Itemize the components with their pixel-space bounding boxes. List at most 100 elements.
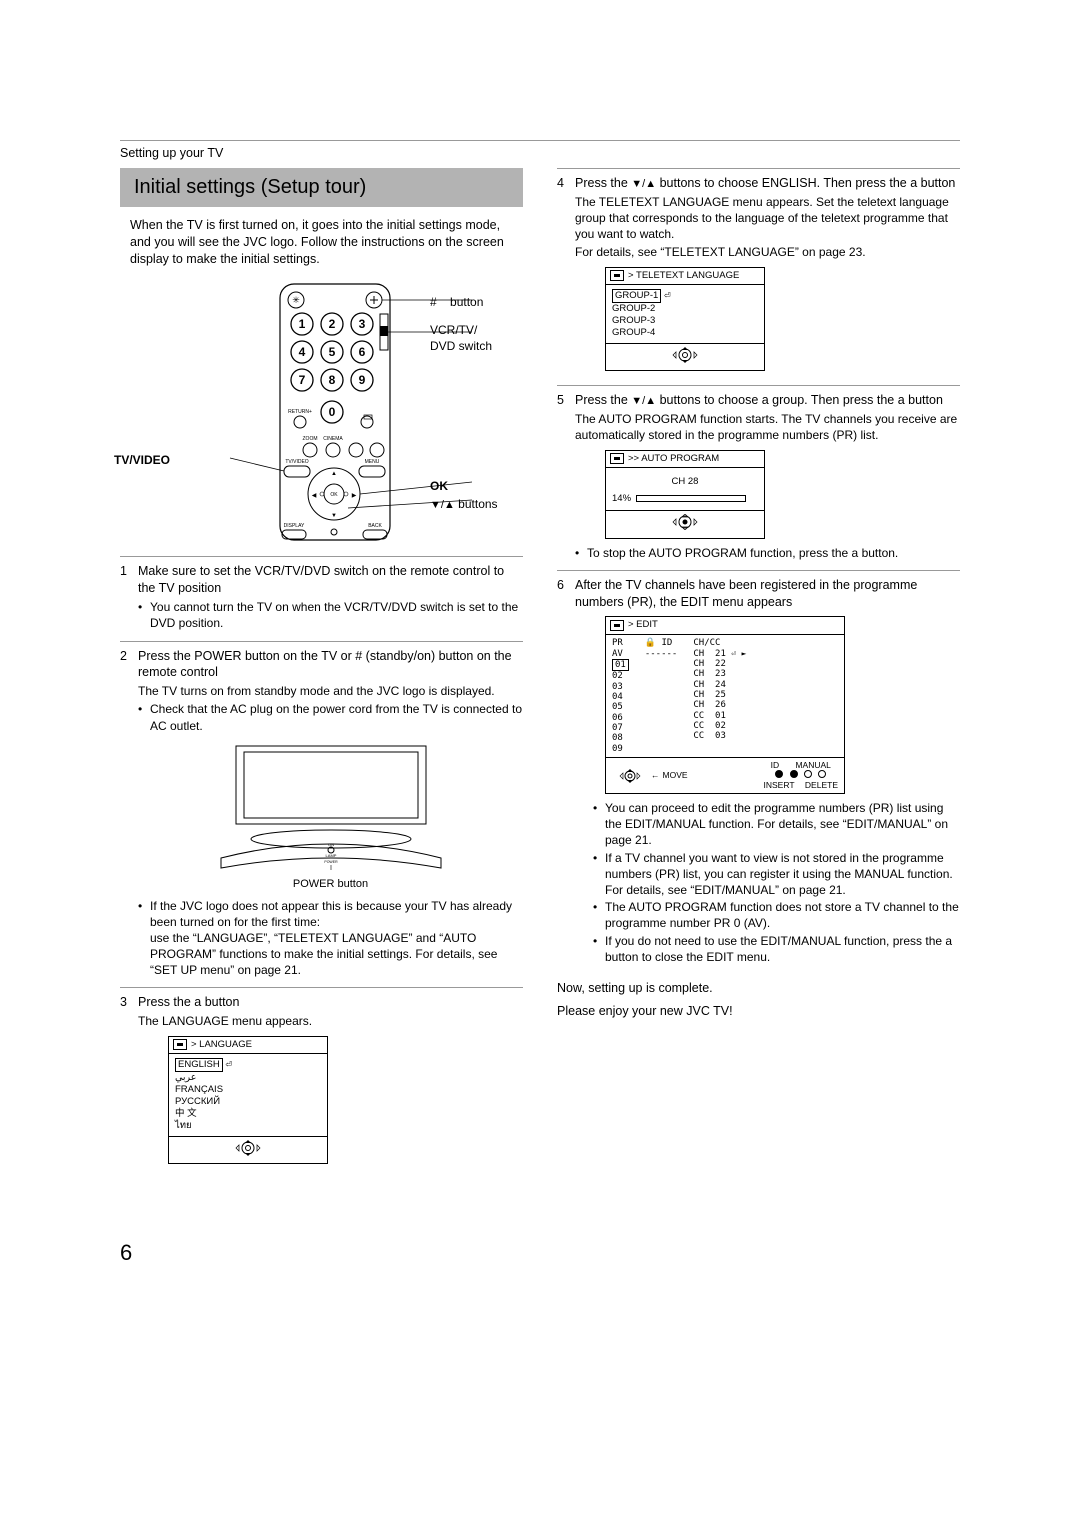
svg-text:◀: ◀ bbox=[311, 493, 316, 499]
osd-insert-label: INSERT bbox=[764, 780, 795, 790]
osd-id-label: ID bbox=[771, 760, 780, 770]
closing-line1: Now, setting up is complete. bbox=[557, 980, 960, 997]
svg-text:CINEMA: CINEMA bbox=[323, 436, 343, 442]
osd-autoprogram: >> AUTO PROGRAM CH 28 14% bbox=[605, 450, 765, 539]
remote-svg: ✳ 1 2 3 4 5 6 7 8 9 0 RETURN+ ZOOM CINEMA bbox=[172, 282, 472, 542]
osd-edit: > EDIT PRAV010203040506070809🔒 ID------ … bbox=[605, 616, 845, 794]
svg-text:9: 9 bbox=[358, 373, 365, 387]
svg-text:MENU: MENU bbox=[364, 459, 379, 465]
osd-nav bbox=[606, 343, 764, 371]
step-6: 6 After the TV channels have been regist… bbox=[557, 570, 960, 974]
svg-text:2: 2 bbox=[328, 317, 335, 331]
svg-text:✳: ✳ bbox=[292, 295, 300, 305]
osd-group-list: GROUP-1 ⏎GROUP-2GROUP-3GROUP-4 bbox=[606, 285, 764, 343]
svg-text:▲: ▲ bbox=[331, 471, 337, 477]
osd-move-label: MOVE bbox=[663, 770, 688, 781]
svg-text:1: 1 bbox=[298, 317, 305, 331]
svg-text:DISPLAY: DISPLAY bbox=[283, 523, 304, 529]
osd-autoprogram-title: >> AUTO PROGRAM bbox=[628, 453, 719, 466]
tv-figure: ON LAMP POWER POWER button bbox=[138, 740, 523, 892]
hash-symbol: # bbox=[430, 295, 437, 309]
svg-text:▶: ▶ bbox=[351, 493, 356, 499]
updown-icon bbox=[430, 497, 455, 511]
osd-ch-label: CH 28 bbox=[612, 476, 758, 489]
step3-head: Press the a button bbox=[138, 994, 523, 1011]
osd-language-title: > LANGUAGE bbox=[191, 1039, 252, 1052]
svg-text:BACK: BACK bbox=[368, 523, 382, 529]
step1-bullet1: You cannot turn the TV on when the VCR/T… bbox=[150, 599, 523, 631]
step5-head: Press the buttons to choose a group. The… bbox=[575, 392, 960, 409]
svg-text:RETURN+: RETURN+ bbox=[288, 409, 312, 415]
step-number: 3 bbox=[120, 994, 138, 1170]
osd-edit-footer: ←MOVE ID MANUAL bbox=[606, 757, 844, 793]
osd-teletext: > TELETEXT LANGUAGE GROUP-1 ⏎GROUP-2GROU… bbox=[605, 267, 765, 372]
step4-sub2: For details, see “TELETEXT LANGUAGE” on … bbox=[575, 244, 960, 260]
svg-text:ON: ON bbox=[328, 842, 334, 847]
osd-language-list: ENGLISH ⏎عربيFRANÇAISРУССКИЙ中 文ไทย bbox=[169, 1054, 327, 1135]
osd-nav bbox=[169, 1136, 327, 1164]
svg-text:8: 8 bbox=[328, 373, 335, 387]
svg-text:POWER: POWER bbox=[324, 860, 338, 864]
svg-text:TV/VIDEO: TV/VIDEO bbox=[285, 459, 308, 465]
step1-head: Make sure to set the VCR/TV/DVD switch o… bbox=[138, 563, 523, 597]
osd-manual-label: MANUAL bbox=[795, 760, 830, 770]
progress-bar bbox=[636, 495, 746, 502]
step2-head: Press the POWER button on the TV or # (s… bbox=[138, 648, 523, 682]
section-header: Setting up your TV bbox=[120, 140, 960, 162]
step2-bullet2a: If the JVC logo does not appear this is … bbox=[150, 899, 512, 929]
osd-icon bbox=[173, 1039, 187, 1050]
updown-icon bbox=[631, 393, 656, 407]
step-number: 4 bbox=[557, 175, 575, 377]
switch-label: VCR/TV/ DVD switch bbox=[430, 322, 492, 354]
svg-text:6: 6 bbox=[358, 345, 365, 359]
left-column: Initial settings (Setup tour) When the T… bbox=[120, 168, 523, 1178]
step6-bullet4: If you do not need to use the EDIT/MANUA… bbox=[605, 933, 960, 965]
svg-text:3: 3 bbox=[358, 317, 365, 331]
intro-text: When the TV is first turned on, it goes … bbox=[120, 217, 523, 276]
step2-bullet1: Check that the AC plug on the power cord… bbox=[150, 701, 523, 733]
step-number: 6 bbox=[557, 577, 575, 966]
osd-nav bbox=[606, 510, 764, 538]
svg-text:LAMP: LAMP bbox=[325, 853, 336, 858]
step6-head: After the TV channels have been register… bbox=[575, 577, 960, 611]
page-number: 6 bbox=[120, 1238, 960, 1268]
osd-icon bbox=[610, 453, 624, 464]
osd-icon bbox=[610, 270, 624, 281]
svg-text:5: 5 bbox=[328, 345, 335, 359]
step3-sub: The LANGUAGE menu appears. bbox=[138, 1013, 523, 1029]
step-1: 1 Make sure to set the VCR/TV/DVD switch… bbox=[120, 556, 523, 640]
closing-line2: Please enjoy your new JVC TV! bbox=[557, 1003, 960, 1020]
osd-language: > LANGUAGE ENGLISH ⏎عربيFRANÇAISРУССКИЙ中… bbox=[168, 1036, 328, 1165]
osd-teletext-title: > TELETEXT LANGUAGE bbox=[628, 270, 739, 283]
step-3: 3 Press the a button The LANGUAGE menu a… bbox=[120, 987, 523, 1178]
osd-percent: 14% bbox=[612, 493, 631, 504]
remote-figure: TV/VIDEO # button VCR/TV/ DVD switch OK … bbox=[120, 282, 523, 547]
svg-text:OK: OK bbox=[330, 492, 338, 498]
svg-text:0: 0 bbox=[328, 405, 335, 419]
svg-text:4: 4 bbox=[298, 345, 305, 359]
osd-progress: CH 28 14% bbox=[606, 468, 764, 510]
updown-icon bbox=[631, 176, 656, 190]
osd-edit-table: PRAV010203040506070809🔒 ID------ CH/CCCH… bbox=[606, 635, 844, 757]
osd-edit-title: > EDIT bbox=[628, 619, 658, 632]
osd-icon bbox=[610, 620, 624, 631]
power-button-label: button bbox=[450, 295, 483, 309]
arrows-label: buttons bbox=[455, 497, 498, 511]
osd-delete-label: DELETE bbox=[805, 780, 838, 790]
step-number: 1 bbox=[120, 563, 138, 632]
ok-label: OK bbox=[430, 478, 448, 494]
svg-text:7: 7 bbox=[298, 373, 305, 387]
step4-head: Press the buttons to choose ENGLISH. The… bbox=[575, 175, 960, 192]
power-caption: POWER button bbox=[138, 877, 523, 892]
right-column: 4 Press the buttons to choose ENGLISH. T… bbox=[557, 168, 960, 1178]
svg-text:ZOOM: ZOOM bbox=[302, 436, 317, 442]
step-2: 2 Press the POWER button on the TV or # … bbox=[120, 641, 523, 988]
step6-bullet3: The AUTO PROGRAM function does not store… bbox=[605, 899, 960, 931]
tvvideo-label: TV/VIDEO bbox=[114, 452, 170, 468]
step-number: 5 bbox=[557, 392, 575, 561]
step2-bullet2b: use the “LANGUAGE”, “TELETEXT LANGUAGE” … bbox=[150, 931, 497, 977]
step4-sub1: The TELETEXT LANGUAGE menu appears. Set … bbox=[575, 194, 960, 243]
step6-bullet2: If a TV channel you want to view is not … bbox=[605, 850, 960, 899]
page-title: Initial settings (Setup tour) bbox=[120, 168, 523, 207]
step5-bullet1: To stop the AUTO PROGRAM function, press… bbox=[587, 545, 960, 561]
